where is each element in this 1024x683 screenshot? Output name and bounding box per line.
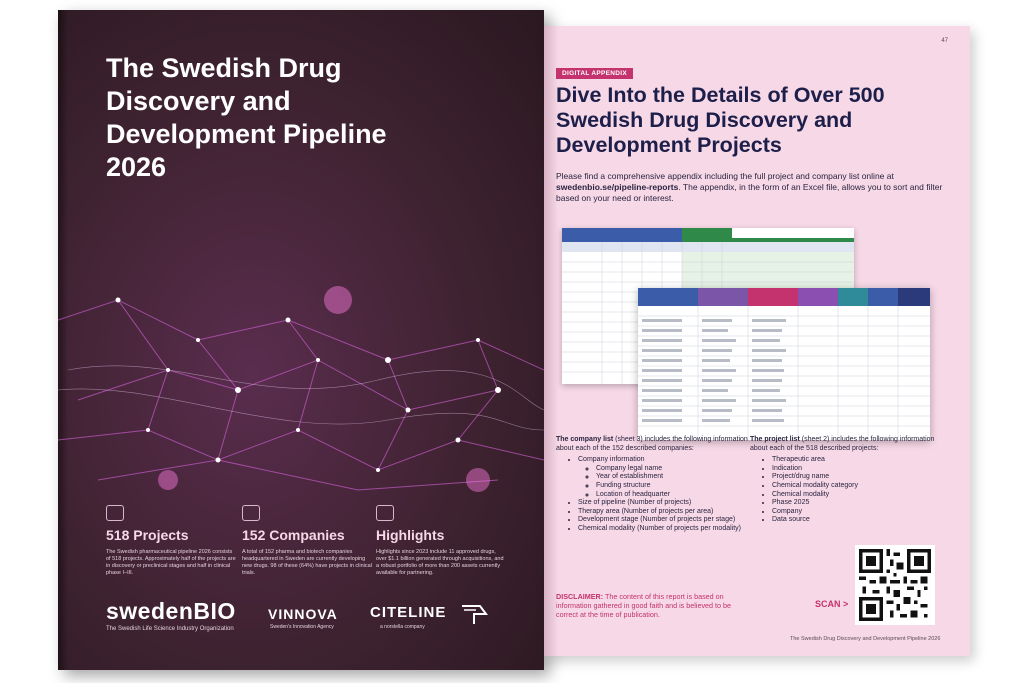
disclaimer: DISCLAIMER: The content of this report i… xyxy=(556,592,732,619)
project-sheet-preview xyxy=(638,288,930,440)
cover-title: The Swedish Drug Discovery and Developme… xyxy=(106,53,387,182)
list-item: Funding structure xyxy=(596,482,756,491)
list-item: Development stage (Number of projects pe… xyxy=(578,516,756,525)
stat-heading: 518 Projects xyxy=(106,527,189,543)
list-item: Project/drug name xyxy=(772,473,950,482)
page-footer: The Swedish Drug Discovery and Developme… xyxy=(790,636,941,642)
stat-heading: Highlights xyxy=(376,527,445,543)
page-title: Dive Into the Details of Over 500 Swedis… xyxy=(556,83,885,157)
swedenbio-tagline: The Swedish Life Science Industry Organi… xyxy=(106,626,234,632)
citeline-logo: CITELINE xyxy=(370,604,447,621)
list-item: Chemical modality (Number of projects pe… xyxy=(578,525,756,534)
list-item: Size of pipeline (Number of projects) xyxy=(578,499,756,508)
list-item: Location of headquarter xyxy=(596,491,756,500)
swedenbio-logo: swedenBIO xyxy=(106,598,236,624)
list-item: Chemical modality category xyxy=(772,482,950,491)
report-cover: The Swedish Drug Discovery and Developme… xyxy=(58,10,544,670)
appendix-page: 47 DIGITAL APPENDIX Dive Into the Detail… xyxy=(544,26,970,656)
page-number: 47 xyxy=(941,38,948,44)
page-fold-shadow xyxy=(544,26,558,656)
company-list-lead: The company list (sheet 3) includes the … xyxy=(556,436,748,452)
cover-spine xyxy=(58,10,68,670)
company-list-description: The company list (sheet 3) includes the … xyxy=(556,436,756,534)
building-icon xyxy=(242,505,260,521)
list-item: Chemical modality xyxy=(772,491,950,500)
stat-companies: 152 Companies A total of 152 pharma and … xyxy=(242,505,372,577)
appendix-link[interactable]: swedenbio.se/pipeline-reports xyxy=(556,182,679,192)
list-item: Phase 2025 xyxy=(772,499,950,508)
stat-projects: 518 Projects The Swedish pharmaceutical … xyxy=(106,505,236,577)
list-item: Indication xyxy=(772,465,950,474)
stat-heading: 152 Companies xyxy=(242,527,345,543)
intro-paragraph: Please find a comprehensive appendix inc… xyxy=(556,171,943,203)
vinnova-logo: VINNOVA xyxy=(268,606,338,622)
project-list-lead: The project list (sheet 2) includes the … xyxy=(750,436,935,452)
list-item: Company xyxy=(772,508,950,517)
network-illustration xyxy=(58,286,544,492)
government-emblem-icon xyxy=(462,605,488,624)
list-item: Company information Company legal name Y… xyxy=(578,456,756,499)
list-item: Year of establishment xyxy=(596,473,756,482)
project-list-description: The project list (sheet 2) includes the … xyxy=(750,436,950,525)
list-item: Therapy area (Number of projects per are… xyxy=(578,508,756,517)
qr-code[interactable] xyxy=(855,545,935,625)
vinnova-tagline: Sweden's Innovation Agency xyxy=(270,624,334,630)
list-item: Data source xyxy=(772,516,950,525)
stat-text: The Swedish pharmaceutical pipeline 2026… xyxy=(106,549,236,576)
scan-label: SCAN > xyxy=(815,599,849,609)
qr-code-icon xyxy=(859,549,931,621)
flask-icon xyxy=(106,505,124,521)
list-item: Therapeutic area xyxy=(772,456,950,465)
stat-text: Highlights since 2023 include 11 approve… xyxy=(376,549,504,576)
stat-text: A total of 152 pharma and biotech compan… xyxy=(242,549,372,576)
list-item: Company legal name xyxy=(596,465,756,474)
citeline-tagline: a norstella company xyxy=(380,624,425,630)
section-tag: DIGITAL APPENDIX xyxy=(556,68,633,79)
sparkle-icon xyxy=(376,505,394,521)
stat-highlights: Highlights Highlights since 2023 include… xyxy=(376,505,506,577)
